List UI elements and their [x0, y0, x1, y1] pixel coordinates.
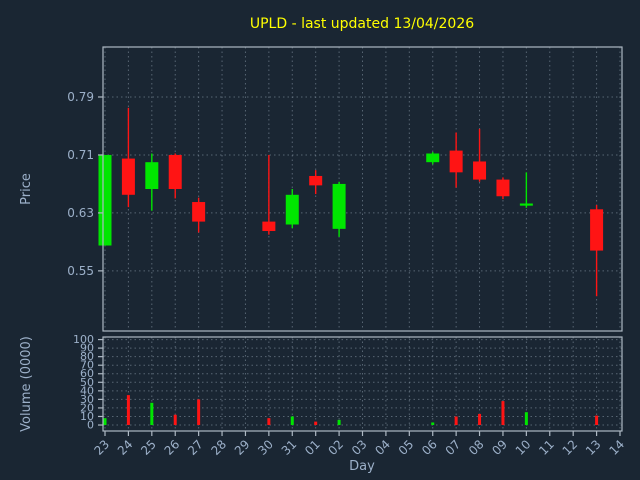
axes-layer: 23 24 25 26 27 28 29 30 31 01 02 03 04 05 06 07 08 09 10 11… [67, 46, 627, 458]
x-tick-label: 24 [115, 437, 136, 458]
x-axis-label: Day [349, 459, 375, 474]
x-tick-label: 10 [513, 437, 534, 458]
price-panel-border [102, 46, 623, 332]
volume-panel-border [102, 336, 623, 432]
volume-bar-10 [524, 412, 528, 426]
volume-tick-label: 20 [80, 401, 94, 414]
volume-tick-label: 60 [80, 367, 94, 380]
x-tick-label: 29 [232, 437, 253, 458]
volume-bar-08 [478, 413, 482, 426]
candle-body-13 [590, 209, 604, 251]
price-tick-label: 0.79 [67, 90, 94, 104]
x-tick-label: 26 [162, 437, 183, 458]
x-tick-label: 03 [349, 437, 370, 458]
volume-tick-label: 100 [73, 333, 94, 346]
price-tick-label: 0.63 [67, 206, 94, 220]
x-tick-label: 23 [91, 437, 112, 458]
candle-body-02 [332, 183, 346, 229]
volume-bar-01 [314, 421, 318, 426]
volume-tick-label: 70 [80, 359, 94, 372]
x-tick-label: 07 [443, 437, 464, 458]
chart-title: UPLD - last updated 13/04/2026 [250, 16, 474, 32]
x-tick-label: 04 [372, 437, 393, 458]
candle-body-10 [519, 203, 533, 206]
candle-body-01 [309, 175, 323, 186]
volume-axis-label: Volume (0000) [19, 336, 34, 432]
candle-body-06 [426, 153, 440, 163]
candle-body-08 [473, 161, 487, 180]
x-tick-label: 30 [255, 437, 276, 458]
x-tick-label: 12 [560, 437, 581, 458]
candle-body-25 [145, 162, 159, 189]
volume-bar-30 [267, 418, 271, 426]
volume-bar-02 [337, 419, 341, 426]
candle-body-23 [98, 154, 112, 246]
grid-layer [103, 47, 622, 431]
x-tick-label: 11 [536, 437, 557, 458]
volume-tick-label: 0 [87, 419, 94, 432]
plot-layer [98, 107, 604, 426]
x-tick-label: 02 [326, 437, 347, 458]
price-tick-label: 0.55 [67, 264, 94, 278]
volume-bar-06 [431, 422, 435, 426]
volume-tick-label: 30 [80, 393, 94, 406]
price-tick-label: 0.71 [67, 148, 94, 162]
candle-body-27 [192, 202, 206, 222]
price-axis-label: Price [19, 173, 34, 205]
volume-bar-25 [150, 402, 154, 426]
x-tick-label: 09 [489, 437, 510, 458]
x-tick-label: 27 [185, 437, 206, 458]
volume-bar-13 [595, 415, 599, 426]
volume-bar-24 [126, 395, 130, 426]
candle-body-26 [168, 154, 182, 189]
x-tick-label: 08 [466, 437, 487, 458]
x-tick-label: 06 [419, 437, 440, 458]
volume-tick-label: 90 [80, 342, 94, 355]
volume-bar-27 [197, 399, 201, 426]
x-tick-label: 01 [302, 437, 323, 458]
volume-tick-label: 80 [80, 350, 94, 363]
volume-bar-26 [173, 414, 177, 426]
volume-bar-31 [290, 416, 294, 426]
volume-bar-09 [501, 401, 505, 426]
x-tick-label: 25 [138, 437, 159, 458]
volume-tick-label: 10 [80, 410, 94, 423]
volume-tick-label: 50 [80, 376, 94, 389]
x-tick-label: 13 [583, 437, 604, 458]
volume-tick-label: 40 [80, 384, 94, 397]
candle-body-30 [262, 221, 276, 232]
x-tick-label: 14 [606, 437, 627, 458]
candle-body-24 [121, 158, 135, 195]
candle-body-31 [285, 194, 299, 225]
x-tick-label: 28 [208, 437, 229, 458]
candle-body-07 [449, 150, 463, 173]
x-tick-label: 05 [396, 437, 417, 458]
volume-bar-07 [454, 416, 458, 426]
candle-body-09 [496, 179, 510, 197]
x-tick-label: 31 [279, 437, 300, 458]
volume-bar-23 [103, 418, 107, 426]
